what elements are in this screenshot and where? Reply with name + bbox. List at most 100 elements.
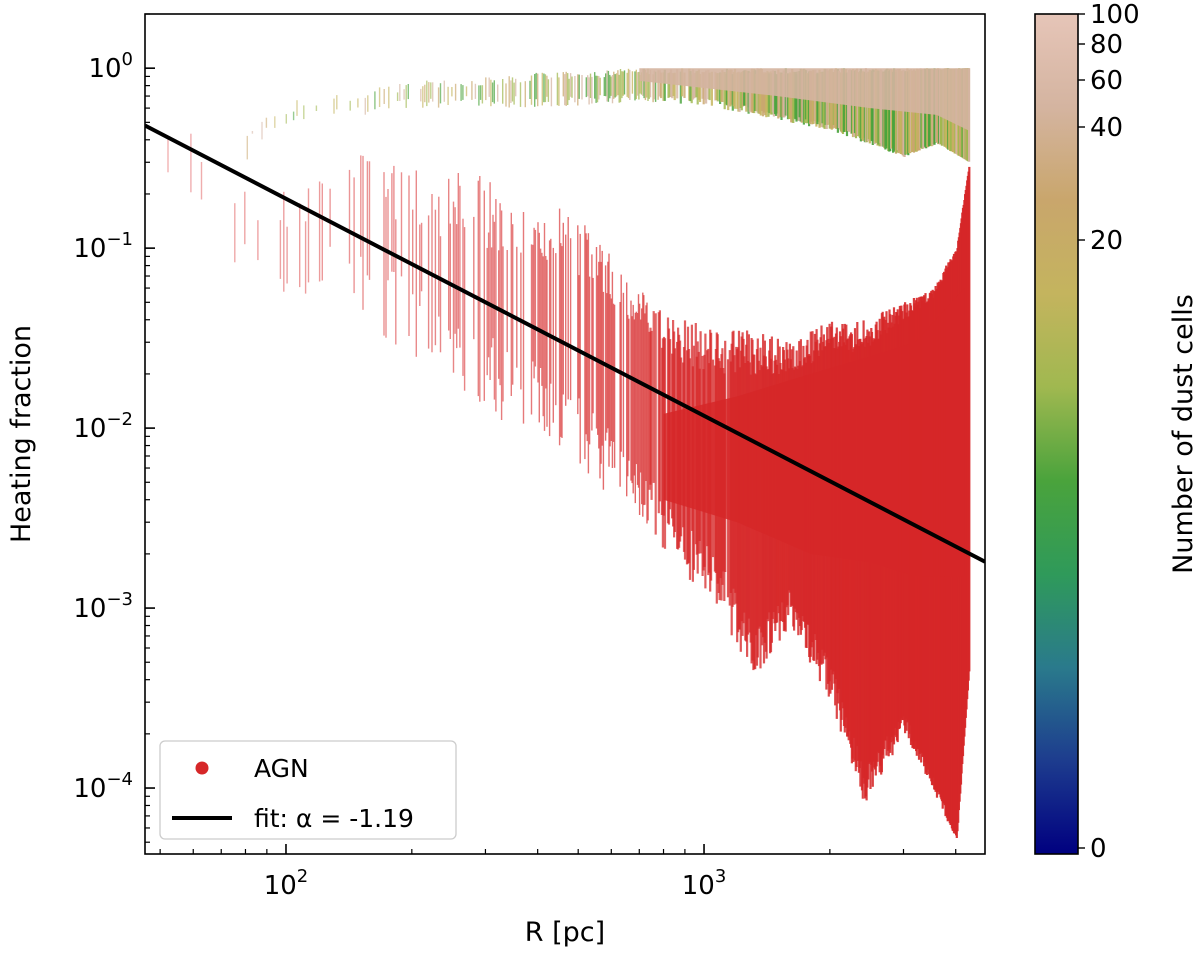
agn-point-strip [538, 232, 540, 423]
stellar-point-strip [611, 75, 614, 104]
stellar-point-strip [428, 82, 430, 103]
agn-point-strip [234, 203, 236, 263]
stellar-point-strip [285, 114, 287, 124]
stellar-point-strip [420, 88, 422, 102]
colorbar-tick-label: 40 [1090, 113, 1123, 143]
stellar-point-strip [627, 68, 630, 99]
stellar-point-strip [530, 75, 533, 105]
agn-point-strip [635, 311, 638, 465]
scatter-series-0 [167, 133, 971, 838]
agn-point-strip [550, 238, 552, 384]
stellar-point-strip [613, 71, 615, 99]
agn-point-strip [512, 224, 514, 385]
agn-point-strip [654, 313, 657, 535]
stellar-point-strip [336, 95, 338, 110]
stellar-point-strip [647, 68, 649, 101]
agn-point-strip [500, 210, 503, 420]
stellar-point-strip [315, 105, 318, 111]
stellar-point-strip [610, 76, 612, 96]
stellar-point-strip [383, 89, 385, 104]
agn-point-strip [609, 294, 611, 447]
agn-point-strip [633, 319, 635, 476]
agn-point-strip [366, 161, 369, 276]
agn-point-strip [502, 246, 504, 402]
stellar-point-strip [699, 73, 702, 102]
agn-point-strip [545, 256, 547, 389]
agn-point-strip [368, 161, 371, 280]
agn-point-strip [558, 208, 561, 446]
agn-point-strip [463, 227, 466, 391]
agn-point-strip [167, 138, 169, 173]
scatter-series-1 [246, 68, 971, 162]
stellar-point-strip [364, 97, 366, 115]
stellar-point-strip [634, 71, 636, 101]
stellar-point-strip [606, 70, 608, 102]
agn-point-strip [385, 196, 387, 338]
stellar-point-strip [502, 79, 504, 104]
stellar-point-strip [465, 86, 468, 97]
stellar-point-strip [349, 100, 351, 111]
agn-point-strip [541, 252, 543, 386]
agn-point-strip [257, 220, 259, 261]
stellar-point-strip [333, 98, 335, 114]
legend-frame [159, 740, 457, 840]
agn-point-strip [626, 282, 628, 497]
agn-point-strip [279, 220, 282, 279]
stellar-point-strip [659, 72, 663, 99]
stellar-point-strip [696, 71, 699, 105]
agn-point-strip [483, 190, 485, 401]
agn-point-strip [487, 232, 490, 358]
agn-point-strip [490, 247, 493, 348]
stellar-point-strip [529, 80, 531, 99]
agn-point-strip [522, 212, 525, 424]
stellar-point-strip [585, 77, 587, 98]
stellar-point-strip [644, 69, 647, 101]
stellar-point-strip [654, 71, 657, 102]
agn-point-strip [627, 314, 629, 477]
stellar-point-strip [292, 111, 295, 121]
x-tick-label: 103 [682, 866, 727, 901]
stellar-point-strip [534, 74, 536, 107]
agn-point-strip [454, 207, 456, 334]
fit-line [145, 123, 985, 564]
stellar-point-strip [614, 74, 616, 98]
colorbar-tick-label: 80 [1090, 30, 1123, 60]
agn-point-strip [608, 253, 610, 467]
stellar-point-strip [623, 70, 626, 95]
agn-point-strip [539, 248, 542, 368]
agn-point-strip [658, 310, 661, 502]
stellar-point-strip [541, 72, 543, 106]
agn-point-strip [620, 274, 622, 452]
stellar-point-strip [653, 70, 655, 100]
y-tick-label: 10−4 [73, 769, 133, 804]
agn-point-strip [393, 165, 395, 272]
stellar-point-strip [577, 74, 579, 106]
stellar-point-strip [646, 72, 648, 98]
agn-point-strip [628, 318, 630, 461]
legend: AGN fit: α = -1.19 [159, 740, 457, 840]
plot-frame [144, 13, 986, 855]
x-axis-label: R [pc] [525, 917, 605, 948]
agn-point-strip [498, 250, 500, 379]
agn-point-strip [607, 261, 609, 429]
agn-point-strip [597, 275, 599, 435]
stellar-point-strip [595, 75, 597, 103]
stellar-point-strip [589, 73, 592, 98]
agn-point-strip [546, 259, 548, 427]
stellar-point-strip [460, 84, 462, 101]
stellar-point-strip [621, 71, 623, 99]
stellar-point-strip [454, 83, 457, 101]
stellar-point-strip [422, 86, 424, 108]
stellar-point-strip [673, 72, 676, 101]
stellar-point-strip [537, 73, 539, 107]
agn-point-strip [283, 191, 285, 292]
stellar-point-strip [471, 81, 473, 100]
stellar-point-strip [426, 80, 428, 107]
stellar-point-strip [430, 82, 432, 99]
stellar-point-strip [357, 98, 359, 108]
scatter-layer [167, 68, 971, 838]
agn-point-strip [190, 133, 192, 193]
agn-point-strip [612, 303, 615, 442]
agn-point-strip [586, 239, 588, 442]
stellar-point-strip [543, 73, 545, 103]
